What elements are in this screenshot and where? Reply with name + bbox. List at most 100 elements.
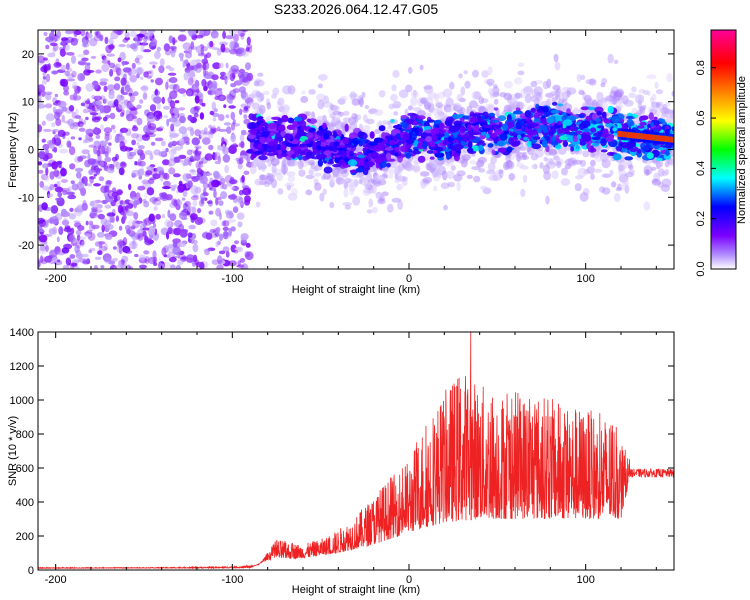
spectrogram-noise-cell	[82, 39, 88, 48]
spectrogram-noise-cell	[214, 96, 219, 100]
spectrogram-signal-cell	[556, 128, 563, 134]
spectrogram-noise-cell	[139, 42, 149, 46]
spectrogram-noise-cell	[142, 92, 148, 100]
spectrogram-halo-cell	[471, 166, 481, 171]
spectrogram-noise-cell	[203, 73, 212, 79]
spectrogram-signal-cell	[248, 113, 255, 120]
spectrogram-halo-cell	[340, 96, 348, 101]
spectrogram-halo-cell	[407, 105, 414, 111]
spectrogram-noise-cell	[85, 128, 94, 135]
spectrogram-noise-cell	[91, 116, 101, 123]
spectrogram-noise-cell	[187, 76, 194, 86]
spectrogram-noise-cell	[106, 146, 112, 154]
spectrogram-signal-cell	[650, 121, 655, 128]
spectrogram-noise-cell	[48, 228, 56, 235]
spectrogram-halo-cell	[280, 107, 289, 117]
spectrogram-signal-cell	[443, 132, 450, 138]
spectrogram-halo-cell	[388, 121, 393, 129]
spectrogram-signal-cell	[332, 163, 342, 168]
spectrogram-noise-cell	[106, 212, 116, 217]
spectrogram-noise-cell	[121, 201, 127, 206]
spectrogram-noise-cell	[144, 172, 150, 177]
spectrogram-noise-cell	[171, 50, 176, 58]
spectrogram-noise-cell	[82, 199, 87, 208]
spectrogram-halo-cell	[255, 201, 261, 208]
spectrogram-signal-cell	[426, 150, 435, 154]
spectrogram-signal-cell	[404, 148, 409, 152]
spectrogram-halo-cell	[520, 144, 529, 151]
spectrogram-noise-cell	[237, 30, 246, 37]
spectrogram-halo-cell	[503, 92, 513, 101]
spectrogram-noise-cell	[195, 59, 202, 63]
spectrogram-noise-cell	[71, 183, 79, 191]
spectrogram-noise-cell	[68, 105, 75, 112]
spectrogram-signal-cell	[286, 151, 295, 155]
spectrogram-halo-cell	[530, 80, 538, 88]
spectrogram-noise-cell	[81, 260, 91, 265]
spectrogram-noise-cell	[111, 192, 119, 197]
spectrogram-noise-cell	[236, 212, 245, 220]
spectrogram-noise-cell	[80, 102, 86, 107]
spectrogram-noise-cell	[97, 145, 106, 155]
spectrogram-noise-cell	[169, 90, 178, 100]
spectrogram-noise-cell	[204, 153, 213, 161]
spectrogram-signal-cell	[423, 125, 432, 130]
spectrogram-noise-cell	[179, 229, 188, 238]
spectrogram-noise-cell	[243, 105, 251, 110]
spectrogram-noise-cell	[56, 180, 61, 187]
spectrogram-noise-cell	[76, 171, 82, 179]
spectrogram-halo-cell	[319, 192, 325, 202]
spectrogram-noise-cell	[162, 148, 166, 156]
spectrogram-halo-cell	[490, 156, 497, 164]
spectrogram-noise-cell	[49, 184, 55, 190]
spectrogram-noise-cell	[203, 248, 212, 252]
spectrogram-carrier-cell	[631, 132, 634, 139]
spectrogram-signal-cell	[597, 125, 605, 129]
spectrogram-signal-cell	[551, 101, 558, 106]
spectrogram-noise-cell	[228, 67, 237, 74]
spectrogram-noise-cell	[133, 199, 138, 208]
spectrogram-noise-cell	[108, 62, 116, 69]
spectrogram-noise-cell	[38, 234, 48, 243]
spectrogram-halo-cell	[342, 202, 353, 206]
spectrogram-noise-cell	[48, 140, 55, 149]
spectrogram-signal-cell	[566, 108, 571, 115]
spectrogram-halo-cell	[519, 165, 529, 170]
spectrogram-noise-cell	[183, 203, 188, 210]
spectrogram-noise-cell	[232, 123, 241, 127]
spectrogram-noise-cell	[241, 76, 249, 83]
spectrogram-noise-cell	[227, 219, 236, 223]
spectrogram-signal-cell	[434, 152, 445, 158]
spectrogram-noise-cell	[140, 44, 145, 53]
spectrogram-noise-cell	[169, 77, 178, 84]
spectrogram-halo-cell	[331, 116, 336, 127]
spectrogram-signal-cell	[417, 137, 425, 142]
spectrogram-halo-cell	[478, 168, 486, 173]
spectrogram-noise-cell	[223, 104, 227, 109]
spectrogram-noise-cell	[129, 107, 138, 111]
spectrogram-halo-cell	[572, 159, 583, 165]
spectrogram-noise-cell	[41, 90, 46, 97]
spectrogram-noise-cell	[206, 200, 213, 205]
spectrogram-noise-cell	[78, 137, 82, 141]
spectrogram-noise-cell	[168, 167, 176, 175]
spectrogram-noise-cell	[89, 212, 98, 219]
spectrogram-noise-cell	[39, 231, 44, 235]
spectrogram-carrier-cell	[663, 135, 666, 142]
spectrogram-noise-cell	[71, 262, 78, 267]
spectrogram-halo-cell	[453, 174, 463, 182]
spectrogram-halo-cell	[423, 101, 430, 107]
spectrogram-noise-cell	[89, 175, 94, 184]
spectrogram-noise-cell	[38, 161, 43, 166]
spectrogram-signal-cell	[530, 107, 536, 113]
spectrogram-noise-cell	[71, 81, 78, 90]
spectrogram-noise-cell	[142, 230, 147, 237]
spectrogram-carrier-cell	[635, 132, 638, 139]
spectrogram-noise-cell	[45, 113, 55, 122]
spectrogram-noise-cell	[109, 69, 114, 77]
spectrogram-noise-cell	[168, 158, 176, 167]
spectrogram-noise-cell	[70, 55, 77, 64]
spectrogram-signal-cell	[557, 103, 564, 107]
spectrogram-halo-cell	[410, 96, 418, 106]
spectrogram-halo-cell	[578, 89, 585, 96]
